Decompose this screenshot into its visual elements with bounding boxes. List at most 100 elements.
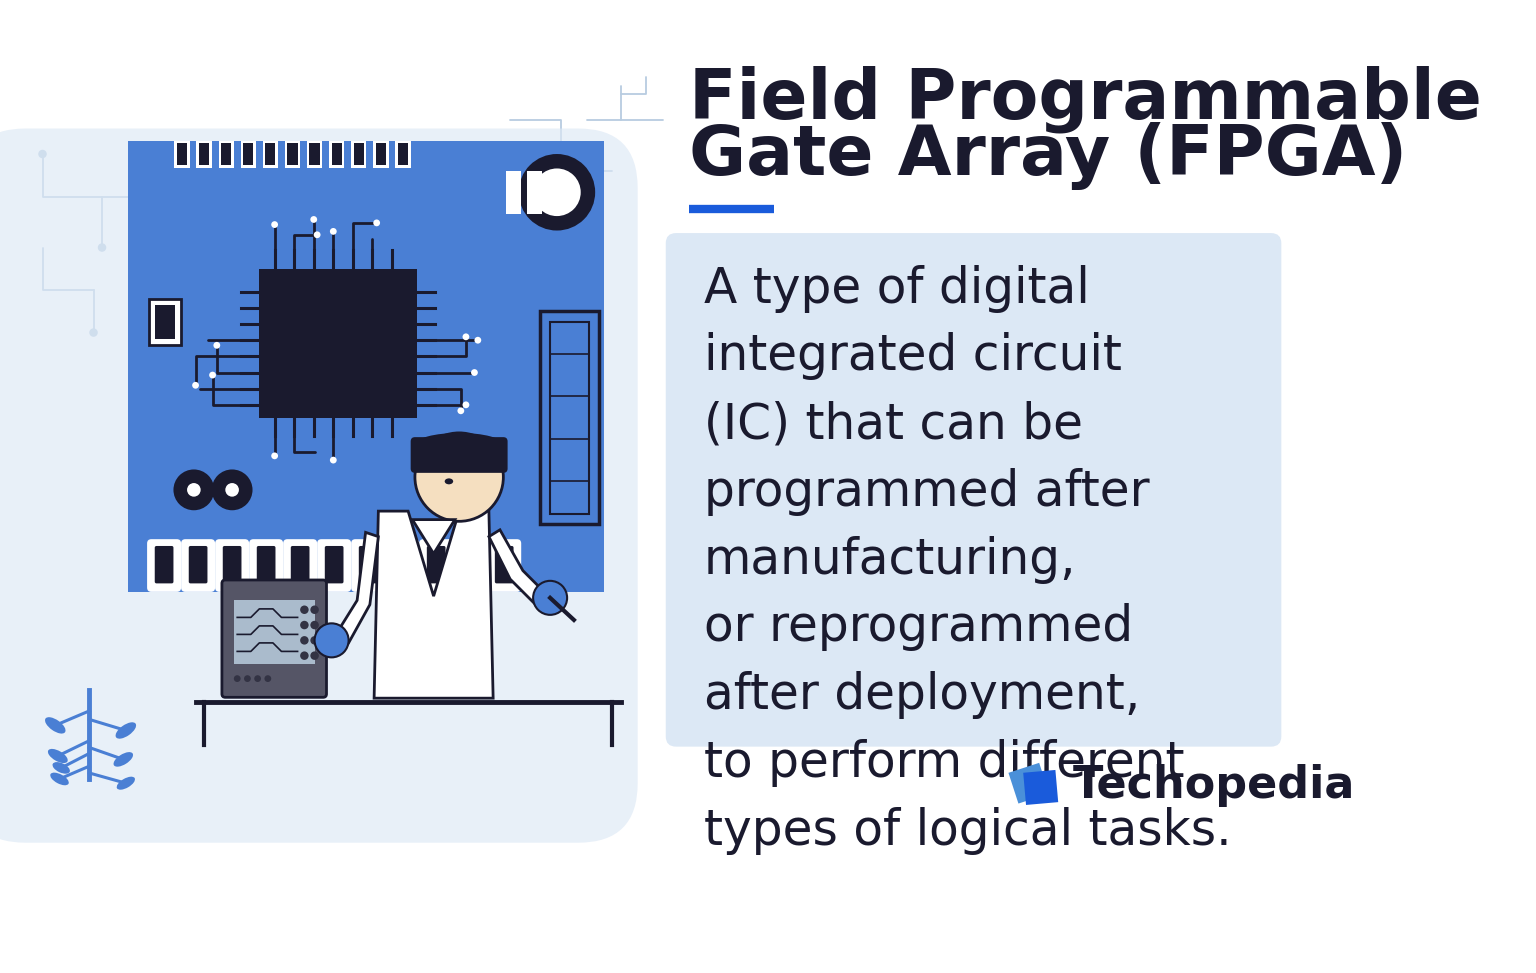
FancyBboxPatch shape (386, 539, 419, 592)
FancyBboxPatch shape (309, 143, 319, 165)
FancyBboxPatch shape (223, 546, 241, 584)
FancyBboxPatch shape (215, 539, 249, 592)
Ellipse shape (114, 752, 134, 767)
FancyBboxPatch shape (257, 546, 275, 584)
FancyBboxPatch shape (189, 546, 207, 584)
FancyBboxPatch shape (359, 546, 378, 584)
FancyBboxPatch shape (353, 143, 364, 165)
Circle shape (264, 675, 272, 682)
FancyBboxPatch shape (290, 546, 309, 584)
FancyBboxPatch shape (221, 143, 232, 165)
Circle shape (310, 621, 319, 630)
FancyBboxPatch shape (174, 141, 189, 168)
Circle shape (244, 675, 250, 682)
FancyBboxPatch shape (419, 539, 453, 592)
Circle shape (192, 381, 200, 388)
Text: A type of digital
integrated circuit
(IC) that can be
programmed after
manufactu: A type of digital integrated circuit (IC… (703, 265, 1232, 854)
FancyBboxPatch shape (263, 141, 278, 168)
Circle shape (310, 636, 319, 644)
Circle shape (310, 605, 319, 614)
Circle shape (255, 675, 261, 682)
Circle shape (38, 150, 46, 159)
Circle shape (233, 328, 243, 337)
FancyBboxPatch shape (461, 546, 479, 584)
FancyBboxPatch shape (266, 143, 275, 165)
Ellipse shape (117, 776, 135, 790)
FancyBboxPatch shape (155, 305, 175, 340)
FancyBboxPatch shape (149, 299, 181, 345)
Circle shape (315, 624, 349, 658)
Circle shape (330, 228, 336, 234)
Circle shape (533, 581, 567, 615)
FancyBboxPatch shape (453, 539, 487, 592)
FancyBboxPatch shape (287, 143, 298, 165)
Circle shape (373, 220, 379, 227)
Circle shape (272, 452, 278, 459)
Circle shape (226, 483, 240, 496)
Polygon shape (412, 520, 455, 554)
Circle shape (313, 232, 321, 238)
FancyBboxPatch shape (398, 143, 409, 165)
Circle shape (192, 286, 200, 294)
FancyBboxPatch shape (283, 539, 316, 592)
Circle shape (300, 636, 309, 644)
Circle shape (475, 337, 481, 343)
Polygon shape (1023, 770, 1058, 805)
Circle shape (233, 675, 241, 682)
Ellipse shape (51, 773, 69, 785)
Polygon shape (488, 530, 548, 604)
FancyBboxPatch shape (284, 141, 300, 168)
Polygon shape (333, 532, 378, 643)
FancyBboxPatch shape (324, 546, 344, 584)
FancyBboxPatch shape (260, 269, 416, 417)
Circle shape (174, 469, 214, 510)
FancyBboxPatch shape (218, 141, 233, 168)
Ellipse shape (45, 717, 66, 734)
FancyBboxPatch shape (329, 141, 344, 168)
FancyBboxPatch shape (376, 143, 386, 165)
Ellipse shape (415, 433, 504, 456)
Circle shape (310, 216, 316, 223)
Ellipse shape (445, 479, 453, 485)
FancyBboxPatch shape (316, 539, 352, 592)
FancyBboxPatch shape (197, 141, 212, 168)
Circle shape (458, 408, 464, 414)
FancyBboxPatch shape (233, 600, 315, 665)
FancyBboxPatch shape (665, 234, 1281, 746)
FancyBboxPatch shape (352, 141, 367, 168)
Text: Techopedia: Techopedia (1074, 764, 1355, 808)
FancyBboxPatch shape (505, 171, 521, 213)
Polygon shape (1009, 763, 1049, 804)
FancyBboxPatch shape (393, 546, 412, 584)
FancyBboxPatch shape (127, 141, 604, 592)
Circle shape (300, 651, 309, 660)
Circle shape (462, 334, 470, 341)
FancyBboxPatch shape (221, 580, 327, 698)
FancyBboxPatch shape (155, 546, 174, 584)
Ellipse shape (48, 749, 68, 763)
Text: Gate Array (FPGA): Gate Array (FPGA) (688, 122, 1407, 190)
Ellipse shape (52, 762, 71, 774)
FancyBboxPatch shape (0, 128, 637, 843)
Circle shape (214, 342, 220, 348)
FancyBboxPatch shape (395, 141, 410, 168)
FancyBboxPatch shape (307, 141, 323, 168)
FancyBboxPatch shape (487, 539, 521, 592)
Circle shape (330, 456, 336, 463)
FancyBboxPatch shape (181, 539, 215, 592)
Circle shape (519, 154, 594, 231)
FancyBboxPatch shape (352, 539, 386, 592)
FancyBboxPatch shape (241, 141, 257, 168)
Circle shape (533, 168, 581, 216)
Circle shape (462, 402, 470, 409)
Circle shape (300, 621, 309, 630)
FancyBboxPatch shape (147, 539, 181, 592)
Circle shape (187, 483, 201, 496)
FancyBboxPatch shape (200, 143, 209, 165)
FancyBboxPatch shape (410, 437, 507, 473)
Polygon shape (375, 511, 493, 699)
Text: Field Programmable: Field Programmable (688, 65, 1482, 132)
Circle shape (472, 369, 478, 376)
Circle shape (300, 605, 309, 614)
FancyBboxPatch shape (249, 539, 283, 592)
